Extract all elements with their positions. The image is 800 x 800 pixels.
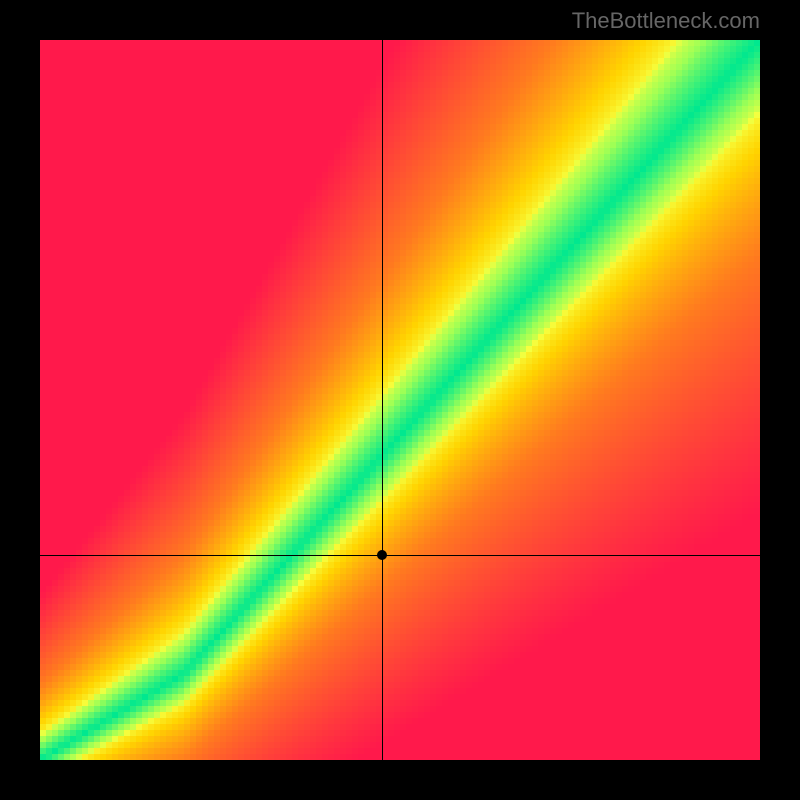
chart-container: TheBottleneck.com xyxy=(0,0,800,800)
crosshair-horizontal xyxy=(40,555,760,556)
crosshair-vertical xyxy=(382,40,383,760)
heatmap-canvas xyxy=(40,40,760,760)
heatmap-plot xyxy=(40,40,760,760)
target-point xyxy=(377,550,387,560)
watermark-text: TheBottleneck.com xyxy=(572,8,760,34)
